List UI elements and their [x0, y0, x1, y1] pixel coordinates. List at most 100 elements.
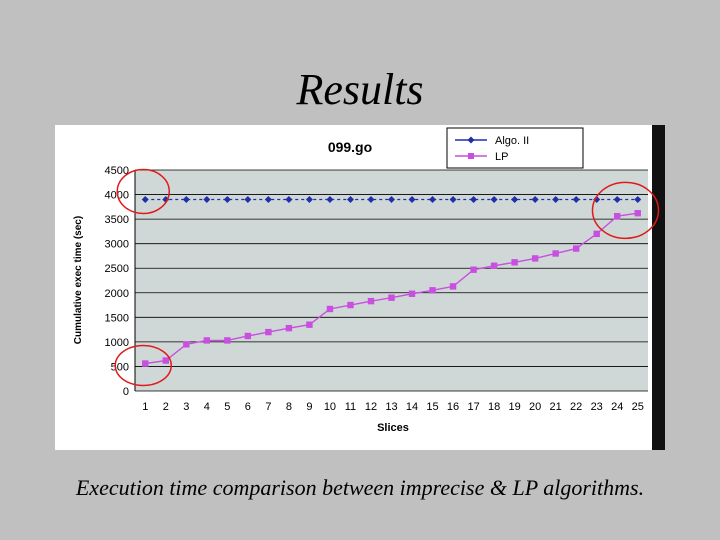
x-tick-label: 14: [406, 401, 418, 413]
data-point: [367, 297, 375, 305]
data-point: [141, 195, 149, 203]
x-tick-label: 4: [204, 401, 210, 413]
y-tick-label: 1000: [105, 337, 129, 349]
data-point: [285, 195, 293, 203]
x-tick-label: 13: [385, 401, 397, 413]
x-tick-label: 8: [286, 401, 292, 413]
x-tick-label: 6: [245, 401, 251, 413]
legend-item: Algo. II: [455, 135, 529, 147]
data-point: [593, 230, 600, 238]
data-point: [552, 195, 560, 203]
data-point: [203, 337, 211, 344]
data-point: [244, 195, 252, 203]
data-point: [634, 195, 642, 203]
data-point: [346, 195, 354, 203]
data-point: [470, 195, 478, 203]
x-tick-label: 7: [265, 401, 271, 413]
data-point: [511, 259, 518, 266]
y-tick-label: 2500: [105, 263, 129, 275]
series-layer: [141, 195, 642, 367]
x-tick-label: 20: [529, 401, 541, 413]
data-point: [367, 195, 375, 203]
y-tick-label: 4000: [105, 190, 129, 202]
legend-box: [446, 127, 584, 169]
legend-marker: [468, 153, 474, 159]
x-tick-labels: 1 2 3 4 5 6 7 8 9 10 11 12 13 14 15 16 17 18 19 20 21 22 23 24 2…: [142, 401, 644, 413]
data-point: [306, 321, 313, 328]
x-tick-label: 17: [467, 401, 479, 413]
data-point: [326, 195, 334, 203]
y-tick-label: 3000: [105, 239, 129, 251]
data-point: [613, 195, 621, 203]
legend: Algo. II LP: [446, 127, 584, 169]
data-point: [305, 195, 313, 203]
data-point: [634, 210, 641, 217]
data-point: [388, 294, 395, 301]
chart-title: 099.go: [328, 139, 372, 155]
data-point: [182, 195, 190, 203]
y-tick-label: 0: [123, 386, 129, 398]
data-point: [408, 195, 416, 203]
data-point: [223, 195, 231, 203]
highlight-circle: [591, 181, 660, 240]
data-point: [224, 337, 231, 344]
data-point: [429, 195, 437, 203]
data-point: [265, 328, 272, 336]
x-tick-label: 9: [306, 401, 312, 413]
slide-caption: Execution time comparison between imprec…: [75, 475, 645, 500]
plot-area: [135, 170, 648, 391]
x-tick-label: 3: [183, 401, 189, 413]
series-0: [141, 195, 642, 203]
y-tick-label: 3500: [105, 214, 129, 226]
y-tick-label: 1500: [105, 312, 129, 324]
data-point: [244, 332, 252, 340]
data-point: [614, 212, 621, 220]
data-point: [449, 195, 457, 203]
data-point: [408, 290, 416, 297]
data-point: [593, 195, 601, 203]
y-tick-labels: 0 500 1000 1500 2000 2500 3000 3500 4000 4500: [105, 165, 129, 398]
x-tick-label: 22: [570, 401, 582, 413]
data-point: [449, 283, 457, 290]
x-tick-label: 18: [488, 401, 500, 413]
x-tick-label: 16: [447, 401, 459, 413]
data-point: [572, 195, 580, 203]
legend-label: Algo. II: [495, 135, 529, 147]
x-tick-label: 11: [345, 401, 356, 413]
highlight-circle: [116, 168, 171, 215]
data-point: [511, 195, 519, 203]
data-point: [183, 341, 190, 348]
data-point: [490, 262, 498, 269]
y-tick-label: 500: [111, 361, 129, 373]
data-point: [285, 324, 293, 332]
x-tick-label: 19: [508, 401, 520, 413]
data-point: [572, 245, 580, 252]
data-point: [388, 195, 395, 203]
data-point: [490, 195, 498, 203]
legend-label: LP: [495, 151, 508, 163]
data-point: [429, 287, 436, 294]
data-point: [203, 195, 211, 203]
x-axis-label: Slices: [377, 422, 409, 434]
x-tick-label: 2: [163, 401, 169, 413]
x-tick-label: 5: [224, 401, 230, 413]
x-tick-label: 25: [632, 401, 644, 413]
legend-item: LP: [455, 151, 508, 163]
x-tick-label: 23: [591, 401, 603, 413]
series-1: [142, 210, 641, 367]
x-tick-label: 10: [324, 401, 336, 413]
slide-title: Results: [296, 65, 424, 114]
highlight-circle: [114, 344, 173, 387]
grid-lines: [134, 169, 648, 392]
annotation-layer: [114, 168, 660, 387]
data-point: [142, 360, 149, 367]
data-point: [162, 357, 169, 364]
x-tick-label: 24: [611, 401, 623, 413]
chart-right-band: [652, 125, 665, 450]
y-axis-label: Cumulative exec time (sec): [73, 216, 84, 344]
data-point: [347, 301, 354, 309]
data-point: [552, 250, 559, 257]
data-point: [531, 255, 539, 262]
data-point: [470, 266, 477, 273]
